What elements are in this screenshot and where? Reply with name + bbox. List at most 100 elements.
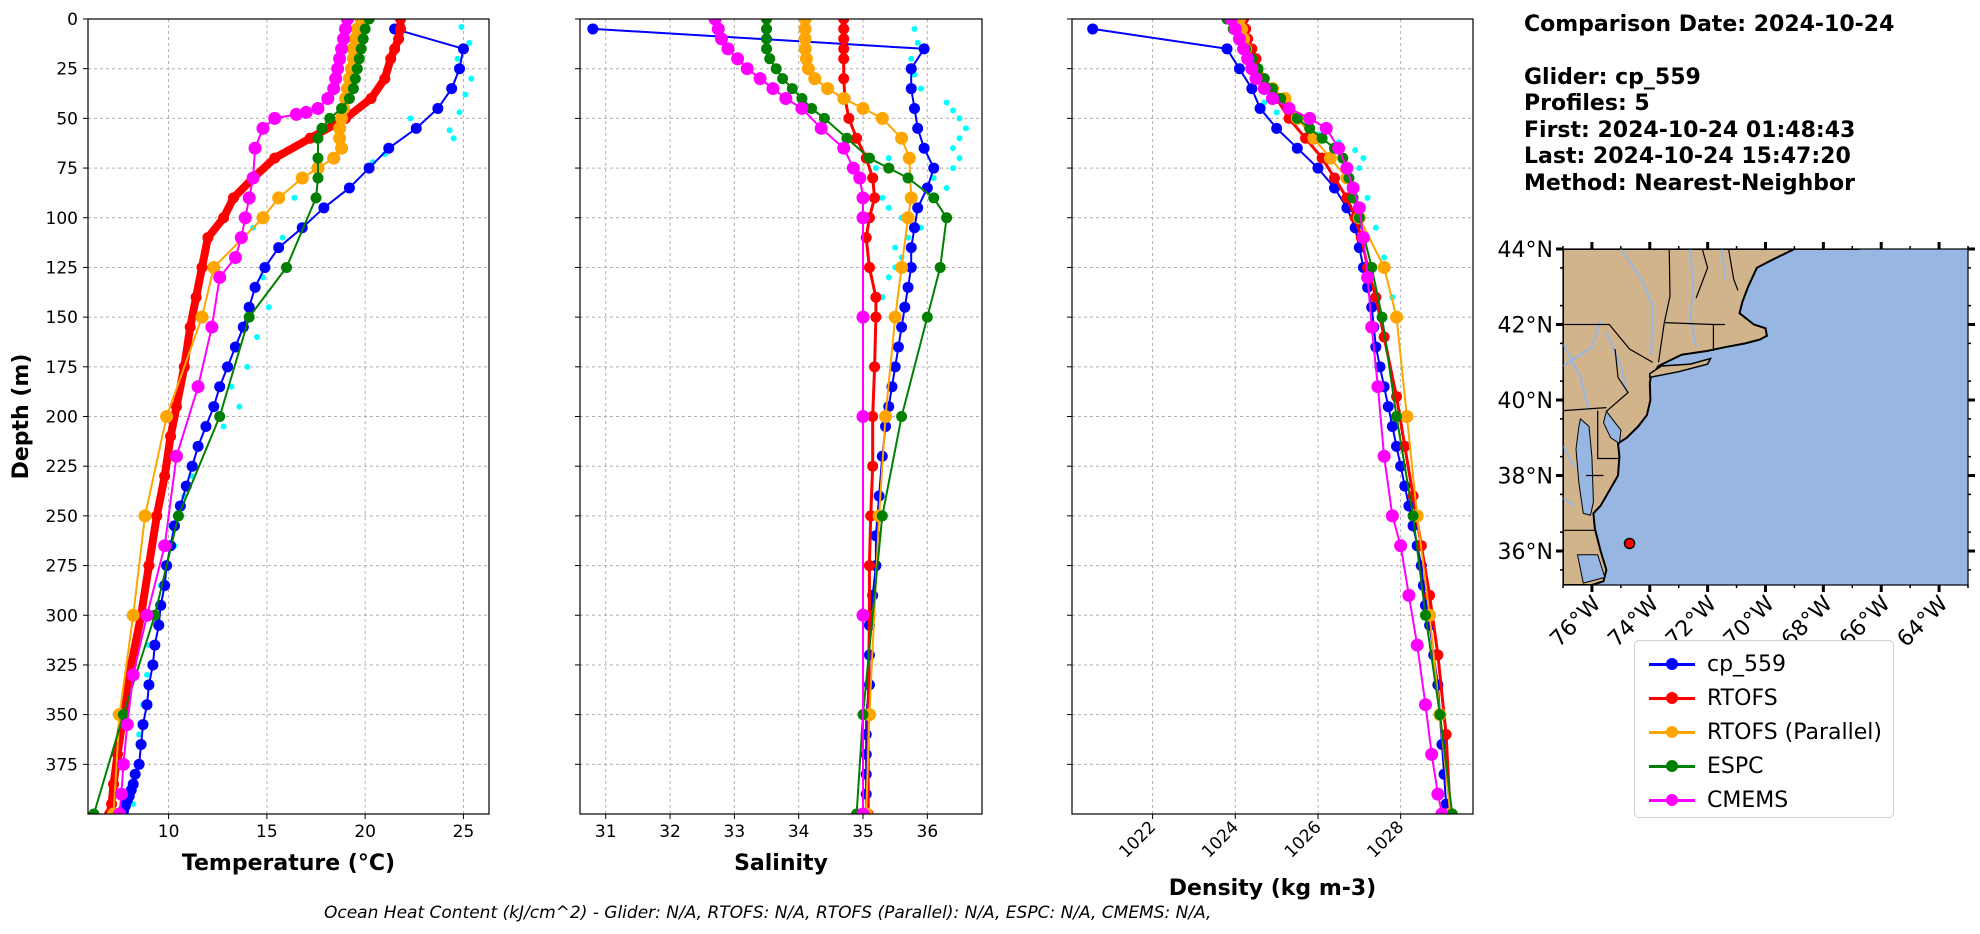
series-marker bbox=[190, 291, 202, 303]
series-marker bbox=[311, 101, 325, 115]
x-tick-label: 25 bbox=[453, 822, 475, 842]
series-marker bbox=[208, 401, 220, 413]
series-marker bbox=[921, 311, 933, 323]
series-marker bbox=[889, 361, 901, 373]
lat-tick-label: 44°N bbox=[1498, 238, 1553, 263]
series-marker bbox=[1257, 82, 1271, 96]
series-marker bbox=[777, 73, 789, 85]
series-marker bbox=[905, 83, 917, 95]
series-marker bbox=[191, 380, 205, 394]
series-marker bbox=[895, 131, 909, 145]
series-marker bbox=[711, 22, 725, 36]
series-marker bbox=[1391, 411, 1403, 422]
series-marker bbox=[1233, 63, 1245, 75]
glider-scatter-point bbox=[265, 304, 272, 311]
glider-scatter-point bbox=[956, 135, 963, 142]
glider-scatter-point bbox=[462, 91, 469, 98]
series-marker bbox=[1346, 181, 1360, 195]
series-marker bbox=[446, 83, 458, 95]
series-marker bbox=[587, 23, 599, 35]
glider-scatter-point bbox=[279, 234, 286, 241]
series-marker bbox=[312, 132, 324, 144]
plot-area bbox=[88, 19, 475, 814]
series-marker bbox=[1254, 102, 1266, 114]
series-marker bbox=[821, 82, 835, 96]
series-marker bbox=[1340, 161, 1354, 175]
series-marker bbox=[269, 152, 281, 164]
series-marker bbox=[234, 231, 248, 245]
series-marker bbox=[1402, 588, 1416, 602]
series-marker bbox=[272, 191, 286, 205]
plot-area bbox=[1087, 19, 1458, 814]
glider-scatter-point bbox=[943, 99, 950, 106]
series-marker bbox=[333, 121, 347, 135]
lat-tick-label: 38°N bbox=[1498, 465, 1553, 490]
series-marker bbox=[888, 310, 902, 324]
series-marker bbox=[912, 202, 924, 214]
series-marker bbox=[904, 191, 918, 205]
series-marker bbox=[273, 242, 285, 254]
series-marker bbox=[312, 152, 324, 164]
series-marker bbox=[149, 639, 161, 651]
series-marker bbox=[259, 261, 271, 273]
series-marker bbox=[867, 460, 879, 472]
series-marker bbox=[249, 281, 261, 293]
map-state-border bbox=[1657, 249, 1671, 363]
series-marker bbox=[856, 807, 870, 814]
series-marker bbox=[856, 191, 870, 205]
glider-scatter-point bbox=[220, 423, 227, 430]
series-marker bbox=[1376, 311, 1388, 323]
series-marker bbox=[339, 22, 353, 36]
first-profile-time: First: 2024-10-24 01:48:43 bbox=[1524, 117, 1856, 143]
glider-scatter-point bbox=[879, 194, 886, 201]
y-tick-label: 125 bbox=[46, 258, 78, 278]
series-marker bbox=[761, 19, 773, 25]
series-marker bbox=[299, 105, 313, 119]
legend-marker bbox=[1666, 692, 1678, 704]
series-marker bbox=[1410, 638, 1424, 652]
glider-scatter-point bbox=[1364, 194, 1371, 201]
series-marker bbox=[147, 659, 159, 671]
series-marker bbox=[856, 410, 870, 423]
series-marker bbox=[192, 440, 204, 452]
legend-swatch bbox=[1645, 749, 1699, 783]
series-marker bbox=[228, 251, 242, 264]
map-state-border bbox=[1606, 348, 1629, 412]
series-marker bbox=[818, 112, 830, 124]
series-marker bbox=[905, 261, 917, 273]
series-marker bbox=[195, 310, 209, 324]
glider-scatter-point bbox=[446, 127, 453, 134]
legend-swatch bbox=[1645, 715, 1699, 749]
series-marker bbox=[870, 291, 882, 303]
map-river bbox=[1689, 249, 1698, 348]
series-marker bbox=[246, 171, 260, 185]
series-marker bbox=[327, 151, 341, 165]
series-marker bbox=[256, 121, 270, 135]
y-tick-label: 225 bbox=[46, 457, 78, 477]
series-marker bbox=[1366, 301, 1378, 313]
series-marker bbox=[1418, 698, 1432, 712]
glider-scatter-point bbox=[254, 334, 261, 340]
series-marker bbox=[133, 758, 145, 770]
legend-marker bbox=[1666, 658, 1678, 670]
series-marker bbox=[108, 778, 120, 790]
legend-marker bbox=[1666, 760, 1678, 772]
legend-item-rtofs: RTOFS bbox=[1645, 681, 1778, 715]
series-marker bbox=[1385, 509, 1399, 523]
map-state-border bbox=[1695, 249, 1709, 299]
series-marker bbox=[1386, 420, 1398, 432]
series-marker bbox=[184, 321, 196, 333]
glider-scatter-point bbox=[872, 165, 879, 172]
series-marker bbox=[1377, 449, 1391, 463]
series-marker bbox=[243, 311, 255, 323]
series-marker bbox=[160, 410, 174, 423]
series-marker bbox=[135, 738, 147, 750]
x-tick-label: 20 bbox=[354, 822, 376, 842]
x-tick-label: 1028 bbox=[1363, 817, 1408, 862]
y-tick-label: 350 bbox=[46, 706, 78, 726]
y-tick-label: 175 bbox=[46, 358, 78, 378]
series-marker bbox=[856, 608, 870, 622]
legend-label: CMEMS bbox=[1707, 787, 1789, 813]
series-marker bbox=[172, 510, 184, 522]
series-marker bbox=[335, 42, 349, 56]
